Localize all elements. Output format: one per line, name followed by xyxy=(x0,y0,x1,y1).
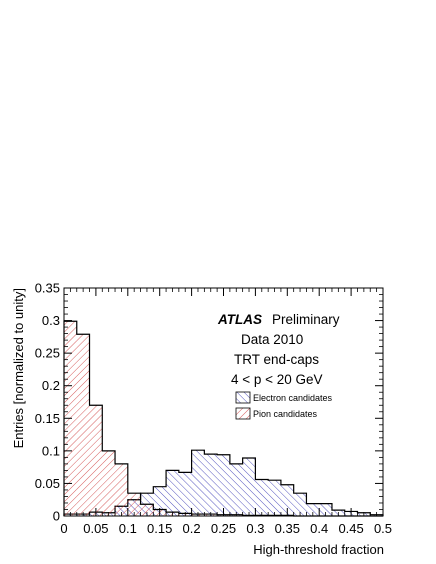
pion-bin-6 xyxy=(140,504,154,516)
y-tick-label-7: 0.35 xyxy=(35,281,60,296)
legend-swatch-electron xyxy=(235,391,251,404)
x-tick-label-0: 0 xyxy=(60,521,67,536)
plot-axes: 0 0.05 0.1 0.15 0.2 0.25 0.3 0.35 0.4 0.45 0.5 0 0.0… xyxy=(35,281,392,537)
y-tick-label-4: 0.2 xyxy=(42,378,60,393)
x-tick-label-4: 0.2 xyxy=(183,521,201,536)
pion-bin-5 xyxy=(127,493,141,516)
legend-label-electron: Electron candidates xyxy=(253,393,333,403)
y-tick-label-1: 0.05 xyxy=(35,476,60,491)
electron-bin-10 xyxy=(191,450,205,516)
y-tick-label-0: 0 xyxy=(53,509,60,524)
x-tick-label-6: 0.3 xyxy=(246,521,264,536)
pion-bin-3 xyxy=(102,450,116,516)
preliminary-label: Preliminary xyxy=(272,312,340,327)
x-tick-label-8: 0.4 xyxy=(310,521,328,536)
x-tick-label-3: 0.15 xyxy=(147,521,172,536)
x-tick-label-9: 0.45 xyxy=(338,521,363,536)
y-axis-title: Entries [normalized to unity] xyxy=(11,288,26,448)
pion-bin-4 xyxy=(115,463,128,516)
momentum-label: 4 < p < 20 GeV xyxy=(231,372,323,387)
region-label: TRT end-caps xyxy=(234,352,319,367)
dataset-label: Data 2010 xyxy=(241,332,303,347)
electron-bin-11 xyxy=(204,454,218,516)
legend-label-pion: Pion candidates xyxy=(253,409,318,419)
y-tick-label-5: 0.25 xyxy=(35,346,60,361)
x-tick-label-5: 0.25 xyxy=(211,521,236,536)
electron-bin-15 xyxy=(255,479,269,516)
y-tick-label-2: 0.1 xyxy=(42,443,60,458)
pion-bin-2 xyxy=(89,405,103,516)
histogram-bars xyxy=(63,320,384,517)
atlas-label: ATLAS xyxy=(217,312,262,327)
y-tick-label-3: 0.15 xyxy=(35,411,60,426)
legend-swatch-pion xyxy=(235,407,251,420)
electron-bin-8 xyxy=(166,470,179,516)
x-tick-label-2: 0.1 xyxy=(119,521,137,536)
electron-bin-9 xyxy=(178,472,192,516)
x-axis-title: High-threshold fraction xyxy=(253,542,384,557)
x-tick-label-7: 0.35 xyxy=(275,521,300,536)
x-tick-label-1: 0.05 xyxy=(83,521,108,536)
electron-bin-7 xyxy=(153,486,167,516)
x-tick-label-10: 0.5 xyxy=(374,521,392,536)
electron-bin-17 xyxy=(280,484,294,516)
electron-bin-14 xyxy=(242,458,256,516)
legend: Electron candidates Pion candidates xyxy=(235,391,333,420)
y-tick-label-6: 0.3 xyxy=(42,313,60,328)
electron-bin-20 xyxy=(319,503,332,516)
electron-bin-12 xyxy=(217,454,230,516)
electron-bin-13 xyxy=(229,463,243,516)
electron-bin-16 xyxy=(268,480,281,516)
electron-bin-18 xyxy=(293,493,307,516)
electron-bin-19 xyxy=(306,503,320,516)
pion-bin-1 xyxy=(76,334,90,516)
